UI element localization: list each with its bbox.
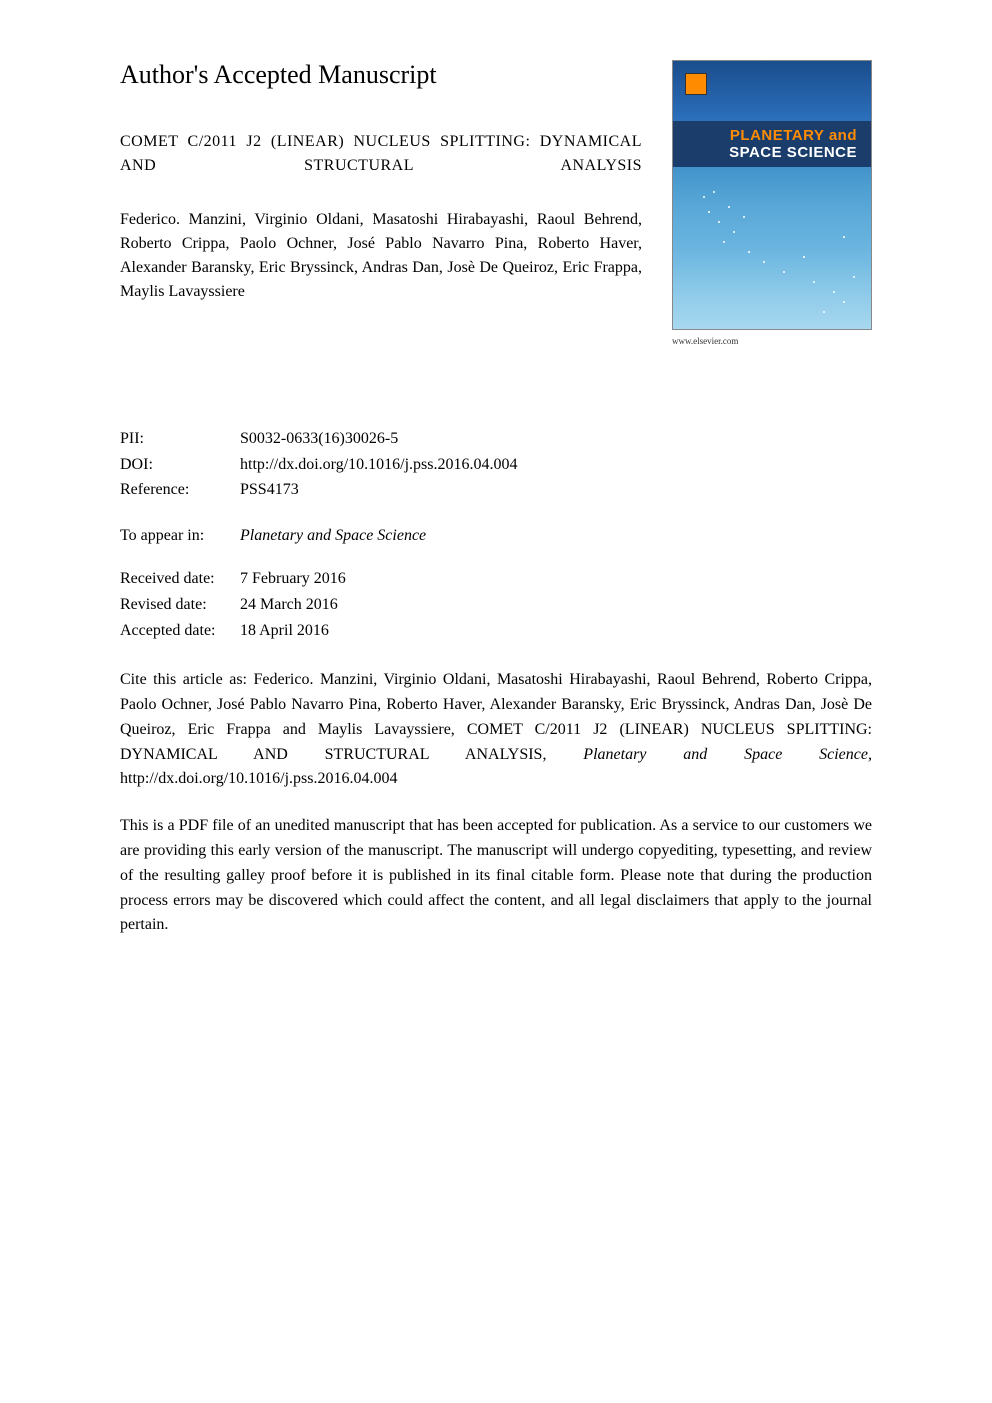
disclaimer-paragraph: This is a PDF file of an unedited manusc…	[120, 814, 872, 938]
authors-list: Federico. Manzini, Virginio Oldani, Masa…	[120, 208, 642, 304]
header-left-column: Author's Accepted Manuscript COMET C/201…	[120, 60, 642, 346]
accepted-label: Accepted date:	[120, 618, 240, 644]
article-title: COMET C/2011 J2 (LINEAR) NUCLEUS SPLITTI…	[120, 130, 642, 178]
star-icon	[843, 301, 845, 303]
doi-label: DOI:	[120, 452, 240, 478]
doi-row: DOI: http://dx.doi.org/10.1016/j.pss.201…	[120, 452, 872, 478]
pii-value: S0032-0633(16)30026-5	[240, 426, 872, 452]
star-icon	[708, 211, 710, 213]
star-icon	[813, 281, 815, 283]
revised-value: 24 March 2016	[240, 592, 872, 618]
accepted-row: Accepted date: 18 April 2016	[120, 618, 872, 644]
doi-value: http://dx.doi.org/10.1016/j.pss.2016.04.…	[240, 452, 872, 478]
star-icon	[853, 276, 855, 278]
star-icon	[733, 231, 735, 233]
star-icon	[833, 291, 835, 293]
received-row: Received date: 7 February 2016	[120, 566, 872, 592]
reference-row: Reference: PSS4173	[120, 477, 872, 503]
to-appear-value: Planetary and Space Science	[240, 523, 872, 549]
dates-section: Received date: 7 February 2016 Revised d…	[120, 566, 872, 643]
star-icon	[763, 261, 765, 263]
reference-value: PSS4173	[240, 477, 872, 503]
to-appear-row: To appear in: Planetary and Space Scienc…	[120, 523, 872, 549]
star-icon	[718, 221, 720, 223]
metadata-section: PII: S0032-0633(16)30026-5 DOI: http://d…	[120, 426, 872, 503]
star-icon	[743, 216, 745, 218]
publisher-url: www.elsevier.com	[672, 336, 872, 346]
citation-paragraph: Cite this article as: Federico. Manzini,…	[120, 668, 872, 792]
received-value: 7 February 2016	[240, 566, 872, 592]
pii-label: PII:	[120, 426, 240, 452]
pii-row: PII: S0032-0633(16)30026-5	[120, 426, 872, 452]
header-section: Author's Accepted Manuscript COMET C/201…	[120, 60, 872, 346]
star-icon	[728, 206, 730, 208]
star-icon	[783, 271, 785, 273]
appear-section: To appear in: Planetary and Space Scienc…	[120, 523, 872, 549]
star-icon	[843, 236, 845, 238]
star-icon	[723, 241, 725, 243]
star-icon	[823, 311, 825, 313]
star-icon	[713, 191, 715, 193]
reference-label: Reference:	[120, 477, 240, 503]
revised-label: Revised date:	[120, 592, 240, 618]
journal-cover-column: PLANETARY and SPACE SCIENCE www.elsevier…	[672, 60, 872, 346]
star-icon	[703, 196, 705, 198]
citation-doi: http://dx.doi.org/10.1016/j.pss.2016.04.…	[120, 770, 398, 787]
page-title: Author's Accepted Manuscript	[120, 60, 642, 90]
citation-journal: Planetary and Space Science,	[583, 746, 872, 763]
accepted-value: 18 April 2016	[240, 618, 872, 644]
journal-name-line2: SPACE SCIENCE	[687, 144, 857, 161]
revised-row: Revised date: 24 March 2016	[120, 592, 872, 618]
received-label: Received date:	[120, 566, 240, 592]
journal-name-line1: PLANETARY and	[687, 127, 857, 144]
journal-cover-image: PLANETARY and SPACE SCIENCE	[672, 60, 872, 330]
publisher-logo-icon	[685, 73, 707, 95]
journal-name-banner: PLANETARY and SPACE SCIENCE	[673, 121, 871, 167]
star-icon	[748, 251, 750, 253]
to-appear-label: To appear in:	[120, 523, 240, 549]
star-icon	[803, 256, 805, 258]
